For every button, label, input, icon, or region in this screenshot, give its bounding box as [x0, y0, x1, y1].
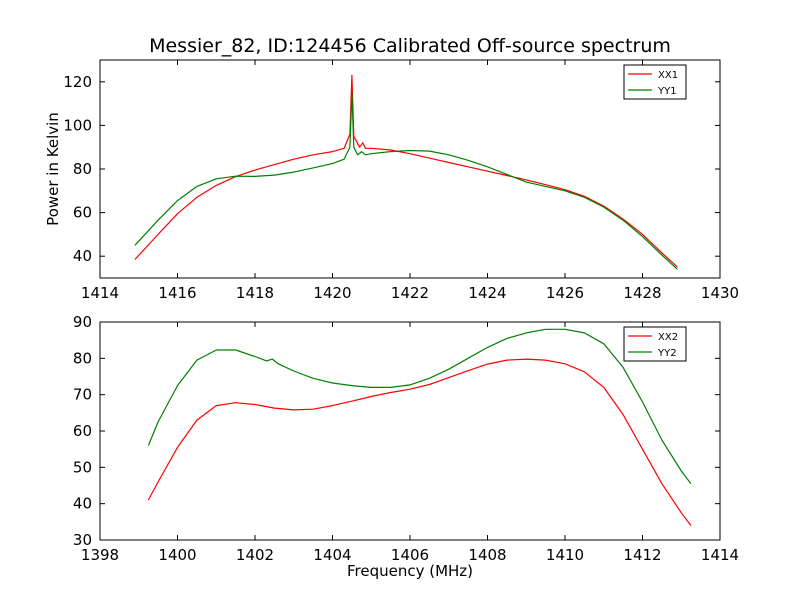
series-line-xx1 [134, 74, 678, 268]
y-tick-label: 80 [73, 349, 92, 367]
chart-title: Messier_82, ID:124456 Calibrated Off-sou… [149, 35, 671, 57]
x-tick-label: 1416 [158, 284, 196, 302]
series-line-xx2 [147, 358, 692, 526]
x-tick-label: 1404 [313, 546, 351, 564]
bottom-panel-xx2-yy2: 1398 1400 1402 1404 1406 1408 1410 1412 1414 30 40… [73, 313, 739, 580]
top-panel-xx1-yy1: 1414 1416 1418 1420 1422 1424 1426 1428 1430 40 60… [44, 35, 739, 302]
y-tick-label: 30 [73, 531, 92, 549]
x-tick-label: 1410 [546, 546, 584, 564]
x-tick-label: 1400 [158, 546, 196, 564]
legend-label-yy2: YY2 [657, 348, 677, 359]
legend-box [623, 64, 687, 100]
legend-label-xx2: XX2 [658, 332, 678, 343]
y-tick-label: 70 [73, 386, 92, 404]
y-tick-label: 40 [73, 495, 92, 513]
series-line-yy1 [134, 92, 678, 270]
legend-label-yy1: YY1 [657, 86, 677, 97]
y-tick-label: 60 [73, 204, 92, 222]
y-tick-label: 40 [73, 247, 92, 265]
y-tick-label: 90 [73, 313, 92, 331]
x-tick-label: 1412 [623, 546, 661, 564]
x-tick-label: 1406 [391, 546, 429, 564]
legend-label-xx1: XX1 [658, 70, 678, 81]
legend-box [623, 326, 687, 362]
y-tick-label: 50 [73, 458, 92, 476]
y-tick-label: 60 [73, 422, 92, 440]
x-tick-label: 1428 [623, 284, 661, 302]
y-axis-label: Power in Kelvin [44, 112, 62, 226]
x-tick-label: 1408 [468, 546, 506, 564]
x-tick-label: 1418 [236, 284, 274, 302]
x-tick-label: 1398 [81, 546, 119, 564]
x-tick-label: 1422 [391, 284, 429, 302]
x-tick-label: 1424 [468, 284, 506, 302]
x-tick-label: 1414 [81, 284, 119, 302]
y-tick-label: 100 [63, 116, 92, 134]
y-tick-label: 80 [73, 160, 92, 178]
series-line-yy2 [147, 328, 692, 485]
x-tick-label: 1402 [236, 546, 274, 564]
y-tick-label: 120 [63, 73, 92, 91]
x-tick-label: 1414 [701, 546, 739, 564]
x-tick-label: 1430 [701, 284, 739, 302]
x-tick-label: 1420 [313, 284, 351, 302]
x-tick-label: 1426 [546, 284, 584, 302]
x-axis-label: Frequency (MHz) [347, 562, 473, 580]
